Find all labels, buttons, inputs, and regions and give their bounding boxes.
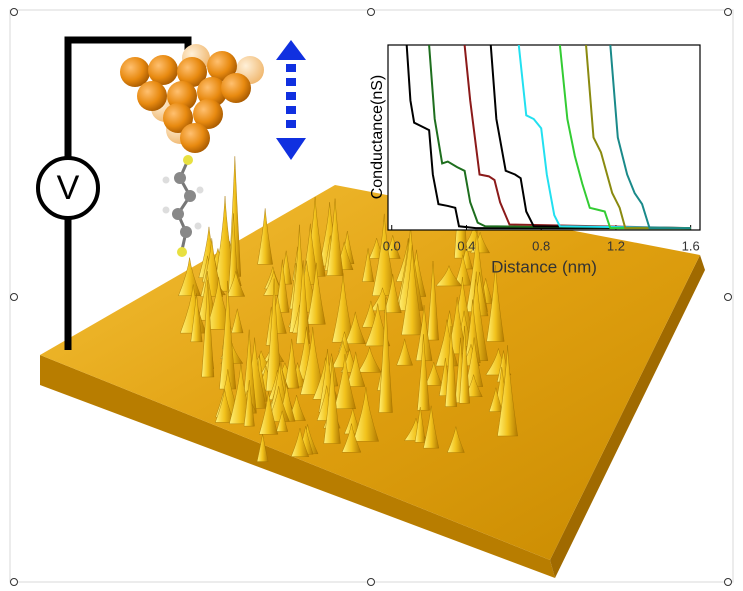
x-tick-label: 1.6 — [682, 238, 700, 253]
figure: V 0.0 0.4 0.8 1.2 1.6 Conductance(nS) Distan… — [0, 0, 743, 591]
x-tick-label: 0.4 — [457, 238, 475, 253]
x-tick-label: 1.2 — [607, 238, 625, 253]
x-axis-label: Distance (nm) — [491, 257, 597, 276]
x-tick-label: 0.8 — [532, 238, 550, 253]
inset-plot-area — [388, 45, 700, 230]
voltmeter-label: V — [57, 169, 80, 207]
y-axis-label: Conductance(nS) — [369, 75, 386, 200]
x-tick-label: 0.0 — [383, 238, 401, 253]
